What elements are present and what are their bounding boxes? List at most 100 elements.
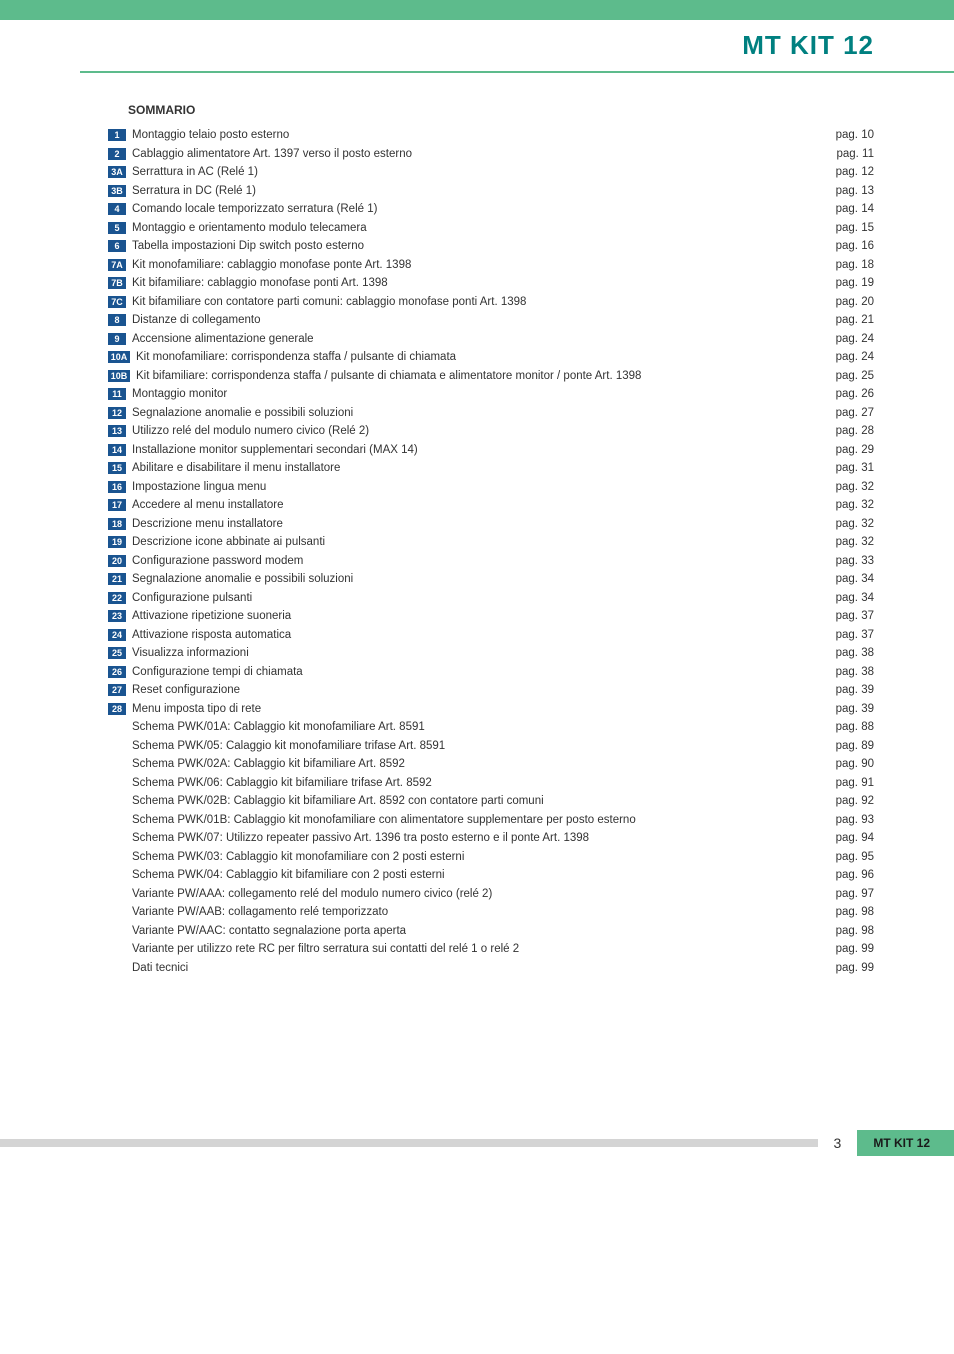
toc-row: 4Comando locale temporizzato serratura (… — [108, 203, 874, 215]
toc-text: Comando locale temporizzato serratura (R… — [132, 203, 820, 215]
toc-text: Utilizzo relé del modulo numero civico (… — [132, 425, 820, 437]
toc-tag: 9 — [108, 333, 126, 345]
toc-text: Variante PW/AAC: contatto segnalazione p… — [132, 925, 820, 937]
toc-tag: 28 — [108, 703, 126, 715]
toc-tag: 10B — [108, 370, 130, 382]
toc-tag: 1 — [108, 129, 126, 141]
toc-text: Kit bifamiliare con contatore parti comu… — [132, 296, 820, 308]
toc-text: Schema PWK/01B: Cablaggio kit monofamili… — [132, 814, 820, 826]
toc-tag: 16 — [108, 481, 126, 493]
toc-row: Variante PW/AAC: contatto segnalazione p… — [108, 925, 874, 937]
toc-page: pag. 91 — [836, 777, 874, 789]
toc-page: pag. 18 — [836, 259, 874, 271]
toc-text: Variante PW/AAB: collagamento relé tempo… — [132, 906, 820, 918]
toc-page: pag. 16 — [836, 240, 874, 252]
toc-row: Schema PWK/04: Cablaggio kit bifamiliare… — [108, 869, 874, 881]
toc-text: Serrattura in AC (Relé 1) — [132, 166, 820, 178]
toc-tag: 3B — [108, 185, 126, 197]
toc-page: pag. 32 — [836, 518, 874, 530]
toc-tag: 20 — [108, 555, 126, 567]
toc-row: Schema PWK/03: Cablaggio kit monofamilia… — [108, 851, 874, 863]
toc-text: Serratura in DC (Relé 1) — [132, 185, 820, 197]
toc-text: Schema PWK/04: Cablaggio kit bifamiliare… — [132, 869, 820, 881]
toc-page: pag. 10 — [836, 129, 874, 141]
toc-page: pag. 94 — [836, 832, 874, 844]
toc-row: 13Utilizzo relé del modulo numero civico… — [108, 425, 874, 437]
toc-page: pag. 32 — [836, 499, 874, 511]
toc-text: Attivazione risposta automatica — [132, 629, 820, 641]
toc-row: 20Configurazione password modempag. 33 — [108, 555, 874, 567]
footer-label: MT KIT 12 — [857, 1130, 954, 1156]
toc-text: Cablaggio alimentatore Art. 1397 verso i… — [132, 148, 820, 160]
toc-page: pag. 19 — [836, 277, 874, 289]
toc-tag: 11 — [108, 388, 126, 400]
toc-tag: 26 — [108, 666, 126, 678]
toc-page: pag. 14 — [836, 203, 874, 215]
toc-row: 7BKit bifamiliare: cablaggio monofase po… — [108, 277, 874, 289]
toc-page: pag. 13 — [836, 185, 874, 197]
header-accent-bar — [0, 0, 954, 20]
toc-page: pag. 27 — [836, 407, 874, 419]
toc-tag: 8 — [108, 314, 126, 326]
toc-page: pag. 99 — [836, 943, 874, 955]
toc-page: pag. 37 — [836, 629, 874, 641]
toc-row: 24Attivazione risposta automaticapag. 37 — [108, 629, 874, 641]
toc-row: 3B Serratura in DC (Relé 1) pag. 13 — [108, 185, 874, 197]
toc-tag: 23 — [108, 610, 126, 622]
toc-page: pag. 34 — [836, 592, 874, 604]
toc-page: pag. 39 — [836, 703, 874, 715]
toc-page: pag. 26 — [836, 388, 874, 400]
toc-page: pag. 11 — [836, 148, 874, 160]
toc-page: pag. 15 — [836, 222, 874, 234]
toc-text: Configurazione password modem — [132, 555, 820, 567]
toc-row: 14Installazione monitor supplementari se… — [108, 444, 874, 456]
toc-row: 25Visualizza informazionipag. 38 — [108, 647, 874, 659]
toc-tag: 7A — [108, 259, 126, 271]
toc-text: Kit bifamiliare: corrispondenza staffa /… — [136, 370, 820, 382]
toc-tag: 12 — [108, 407, 126, 419]
toc-text: Montaggio e orientamento modulo telecame… — [132, 222, 820, 234]
toc-page: pag. 20 — [836, 296, 874, 308]
toc-tag: 10A — [108, 351, 130, 363]
toc-page: pag. 98 — [836, 925, 874, 937]
toc-text: Kit monofamiliare: corrispondenza staffa… — [136, 351, 820, 363]
toc-row: Variante PW/AAA: collegamento relé del m… — [108, 888, 874, 900]
toc-text: Dati tecnici — [132, 962, 820, 974]
toc-row: 10A Kit monofamiliare: corrispondenza sta… — [108, 351, 874, 363]
toc-row: 22Configurazione pulsantipag. 34 — [108, 592, 874, 604]
toc-page: pag. 24 — [836, 351, 874, 363]
toc-tag: 19 — [108, 536, 126, 548]
toc-row: 27Reset configurazionepag. 39 — [108, 684, 874, 696]
toc-tag: 3A — [108, 166, 126, 178]
toc-page: pag. 32 — [836, 481, 874, 493]
toc-tag: 18 — [108, 518, 126, 530]
toc-row: Dati tecnicipag. 99 — [108, 962, 874, 974]
toc-list: 1Montaggio telaio posto esternopag. 102C… — [108, 129, 874, 974]
toc-page: pag. 38 — [836, 647, 874, 659]
toc-row: 18Descrizione menu installatorepag. 32 — [108, 518, 874, 530]
toc-row: 17Accedere al menu installatorepag. 32 — [108, 499, 874, 511]
toc-row: 26Configurazione tempi di chiamatapag. 3… — [108, 666, 874, 678]
toc-row: 5Montaggio e orientamento modulo telecam… — [108, 222, 874, 234]
toc-text: Descrizione icone abbinate ai pulsanti — [132, 536, 820, 548]
toc-text: Tabella impostazioni Dip switch posto es… — [132, 240, 820, 252]
toc-row: Schema PWK/05: Calaggio kit monofamiliar… — [108, 740, 874, 752]
toc-row: 21Segnalazione anomalie e possibili solu… — [108, 573, 874, 585]
toc-tag: 25 — [108, 647, 126, 659]
document-title: MT KIT 12 — [80, 30, 874, 61]
toc-row: 19 Descrizione icone abbinate ai pulsanti… — [108, 536, 874, 548]
toc-page: pag. 25 — [836, 370, 874, 382]
toc-row: 12Segnalazione anomalie e possibili solu… — [108, 407, 874, 419]
toc-page: pag. 97 — [836, 888, 874, 900]
toc-tag: 27 — [108, 684, 126, 696]
toc-text: Schema PWK/02A: Cablaggio kit bifamiliar… — [132, 758, 820, 770]
toc-row: 11Montaggio monitorpag. 26 — [108, 388, 874, 400]
toc-tag: 14 — [108, 444, 126, 456]
toc-tag: 7C — [108, 296, 126, 308]
toc-page: pag. 21 — [836, 314, 874, 326]
toc-page: pag. 92 — [836, 795, 874, 807]
toc-page: pag. 37 — [836, 610, 874, 622]
toc-text: Attivazione ripetizione suoneria — [132, 610, 820, 622]
toc-page: pag. 98 — [836, 906, 874, 918]
toc-text: Schema PWK/03: Cablaggio kit monofamilia… — [132, 851, 820, 863]
